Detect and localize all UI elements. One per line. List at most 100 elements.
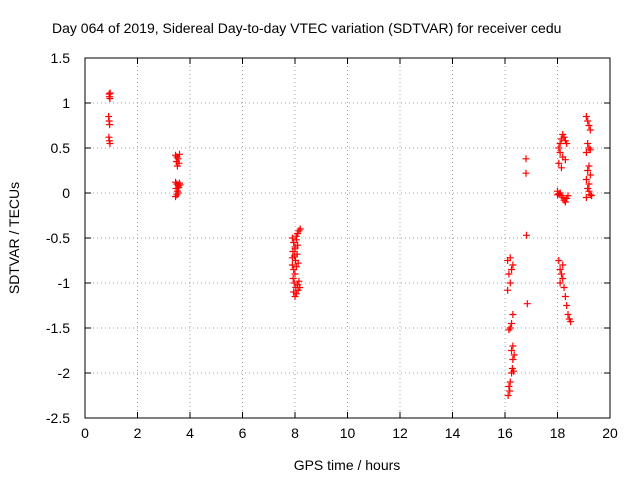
data-point <box>554 191 561 199</box>
data-point <box>555 159 563 167</box>
data-point <box>172 193 180 201</box>
data-point <box>559 275 567 282</box>
data-point <box>291 245 299 253</box>
y-tick-label: 1 <box>62 95 70 111</box>
chart-title: Day 064 of 2019, Sidereal Day-to-day VTE… <box>52 20 561 36</box>
data-point <box>559 261 567 269</box>
data-point <box>288 234 296 242</box>
data-point <box>295 277 303 285</box>
data-point <box>567 318 575 326</box>
data-point <box>586 171 594 179</box>
data-point <box>173 191 181 199</box>
data-point <box>505 383 513 390</box>
data-point <box>106 89 114 97</box>
data-point <box>292 232 300 240</box>
data-point <box>509 261 517 269</box>
x-tick-label: 4 <box>186 425 194 441</box>
data-point <box>560 133 568 141</box>
data-point <box>176 150 183 158</box>
data-point <box>582 176 590 183</box>
data-point <box>522 169 530 177</box>
data-point <box>586 146 594 154</box>
data-point <box>584 117 592 125</box>
data-point <box>506 324 514 332</box>
data-point <box>290 279 298 287</box>
x-tick-label: 16 <box>497 425 513 441</box>
x-tick-label: 2 <box>134 425 142 441</box>
data-point <box>561 156 569 164</box>
data-point <box>588 192 596 200</box>
data-point <box>555 144 563 152</box>
data-point <box>556 279 564 287</box>
data-point <box>176 181 184 189</box>
y-tick-label: -0.5 <box>46 230 70 246</box>
data-point <box>508 320 516 327</box>
data-point <box>294 241 302 249</box>
x-tick-label: 0 <box>81 425 89 441</box>
data-point <box>522 155 530 163</box>
data-point <box>555 257 563 264</box>
data-point <box>582 113 590 120</box>
data-point <box>584 167 592 174</box>
data-point <box>504 286 512 294</box>
x-tick-labels: 0 2 4 6 8 10 12 14 16 18 20 <box>81 425 618 441</box>
data-point <box>509 342 517 350</box>
data-point <box>556 266 564 273</box>
data-point <box>288 261 296 269</box>
data-point <box>556 149 564 156</box>
data-point <box>564 192 572 200</box>
data-point <box>557 270 565 278</box>
y-tick-label: -2.5 <box>46 410 70 426</box>
data-point <box>296 225 304 233</box>
y-tick-label: 1.5 <box>51 50 71 66</box>
data-point <box>561 198 569 206</box>
data-points <box>105 89 596 399</box>
data-point <box>582 194 590 201</box>
data-point <box>585 162 593 170</box>
data-point <box>523 231 531 239</box>
data-point <box>582 149 590 156</box>
data-point <box>174 189 182 197</box>
data-point <box>106 140 114 147</box>
data-point <box>508 347 516 354</box>
data-point <box>585 180 593 188</box>
grid <box>85 58 610 418</box>
data-point <box>586 191 594 199</box>
data-point <box>586 126 594 134</box>
x-tick-label: 10 <box>340 425 356 441</box>
y-tick-label: -1 <box>58 275 71 291</box>
data-point <box>563 140 571 147</box>
data-point <box>505 270 513 278</box>
data-point <box>175 159 183 167</box>
data-point <box>292 263 300 271</box>
data-point <box>560 284 568 291</box>
data-point <box>504 392 512 399</box>
y-tick-label: 0.5 <box>51 140 71 156</box>
y-tick-label: -1.5 <box>46 320 70 336</box>
y-tick-label: 0 <box>62 185 70 201</box>
data-point <box>556 140 564 147</box>
data-point <box>292 290 300 298</box>
x-tick-label: 8 <box>291 425 299 441</box>
data-point <box>585 122 593 129</box>
data-point <box>294 259 302 267</box>
data-point <box>506 279 514 287</box>
data-point <box>288 254 296 262</box>
x-tick-label: 6 <box>239 425 247 441</box>
data-point <box>563 302 571 309</box>
x-tick-label: 14 <box>445 425 461 441</box>
data-point <box>506 387 514 395</box>
data-point <box>505 326 513 334</box>
x-tick-label: 20 <box>602 425 618 441</box>
data-point <box>289 275 297 282</box>
data-point <box>584 140 592 147</box>
data-point <box>564 311 572 318</box>
data-point <box>585 187 593 195</box>
data-point <box>561 293 569 300</box>
data-point <box>291 270 299 278</box>
data-point <box>523 300 531 308</box>
data-point <box>510 351 518 359</box>
data-point <box>557 164 565 172</box>
axis-ticks <box>84 57 611 419</box>
x-axis-label: GPS time / hours <box>294 457 401 473</box>
